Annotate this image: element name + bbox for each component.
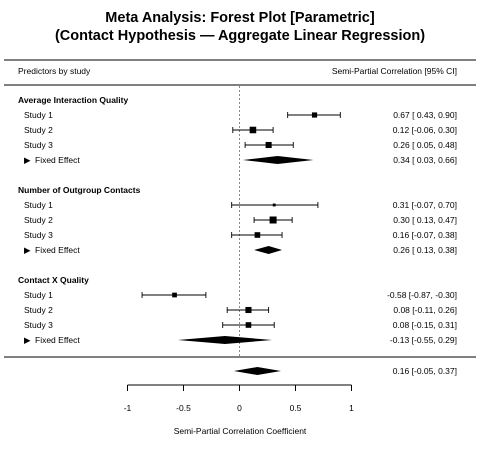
x-axis-label: Semi-Partial Correlation Coefficient [174,426,307,436]
point-estimate [245,306,252,314]
study-label: Study 1 [24,110,53,120]
study-label: Study 2 [24,215,53,225]
header-left-label: Predictors by study [18,66,91,76]
x-tick-label: -0.5 [176,403,191,413]
point-estimate [172,292,177,298]
x-tick-label: 0 [237,403,242,413]
fixed-effect-arrow: ▶ [24,335,31,345]
fixed-effect-label: Fixed Effect [35,245,80,255]
point-estimate [254,232,261,238]
forest-rows: Average Interaction Quality Study 1 0.67 [… [18,86,457,376]
point-estimate [269,216,277,224]
fixed-effect-label: Fixed Effect [35,335,80,345]
ci-text: 0.26 [ 0.13, 0.38] [393,245,457,255]
header-right-label: Semi-Partial Correlation [95% CI] [332,66,457,76]
x-tick-label: 0.5 [290,403,302,413]
x-tick-label: 1 [349,403,354,413]
group-heading: Number of Outgroup Contacts [18,185,141,195]
x-axis: -1 -0.5 0 0.5 1 [124,384,354,413]
ci-text: 0.31 [-0.07, 0.70] [393,200,457,210]
group-heading: Contact X Quality [18,275,89,285]
study-label: Study 3 [24,230,53,240]
study-label: Study 3 [24,140,53,150]
ci-text: 0.08 [-0.15, 0.31] [393,320,457,330]
study-label: Study 2 [24,305,53,315]
point-estimate [249,126,257,134]
chart-subtitle: (Contact Hypothesis — Aggregate Linear R… [55,28,425,44]
point-estimate [272,203,276,207]
overall-ci-text: 0.16 [-0.05, 0.37] [393,366,457,376]
point-estimate [311,112,318,118]
fixed-effect-arrow: ▶ [24,245,31,255]
ci-text: 0.08 [-0.11, 0.26] [393,305,457,315]
study-label: Study 1 [24,290,53,300]
ci-text: 0.30 [ 0.13, 0.47] [393,215,457,225]
point-estimate [265,141,272,149]
ci-text: 0.26 [ 0.05, 0.48] [393,140,457,150]
study-label: Study 1 [24,200,53,210]
ci-text: 0.16 [-0.07, 0.38] [393,230,457,240]
ci-text: -0.13 [-0.55, 0.29] [390,335,457,345]
overall-diamond [233,367,281,375]
ci-text: -0.58 [-0.87, -0.30] [387,290,457,300]
ci-text: 0.12 [-0.06, 0.30] [393,125,457,135]
ci-text: 0.67 [ 0.43, 0.90] [393,110,457,120]
fixed-effect-diamond [242,156,314,164]
study-label: Study 2 [24,125,53,135]
group-heading: Average Interaction Quality [18,95,128,105]
fixed-effect-label: Fixed Effect [35,155,80,165]
study-label: Study 3 [24,320,53,330]
chart-title: Meta Analysis: Forest Plot [Parametric] [105,10,375,26]
ci-text: 0.34 [ 0.03, 0.66] [393,155,457,165]
point-estimate [245,322,252,328]
fixed-effect-arrow: ▶ [24,155,31,165]
x-tick-label: -1 [124,403,132,413]
fixed-effect-diamond [254,246,283,254]
fixed-effect-diamond [177,336,272,344]
